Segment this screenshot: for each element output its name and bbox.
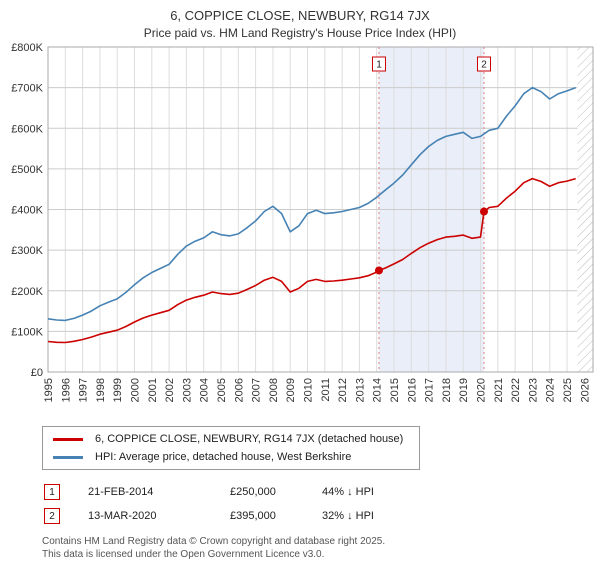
legend-swatch-hpi xyxy=(53,456,83,459)
svg-text:2019: 2019 xyxy=(458,378,470,402)
transaction-date-2: 13-MAR-2020 xyxy=(88,510,230,522)
svg-text:2015: 2015 xyxy=(389,378,401,402)
svg-text:2001: 2001 xyxy=(147,378,159,402)
svg-text:2002: 2002 xyxy=(164,378,176,402)
svg-text:2016: 2016 xyxy=(406,378,418,402)
svg-text:2025: 2025 xyxy=(562,378,574,402)
footer: Contains HM Land Registry data © Crown c… xyxy=(42,536,600,561)
svg-text:2009: 2009 xyxy=(285,378,297,402)
svg-text:2006: 2006 xyxy=(233,378,245,402)
series-line-property xyxy=(48,179,576,343)
legend-label-hpi: HPI: Average price, detached house, West… xyxy=(95,451,351,463)
svg-text:2000: 2000 xyxy=(130,378,142,402)
svg-text:2011: 2011 xyxy=(320,378,332,402)
svg-text:2021: 2021 xyxy=(493,378,505,402)
series-lines xyxy=(48,88,576,343)
svg-text:2018: 2018 xyxy=(441,378,453,402)
chart-subtitle: Price paid vs. HM Land Registry's House … xyxy=(0,23,600,40)
transaction-row-1: 1 21-FEB-2014 £250,000 44% ↓ HPI xyxy=(44,480,600,504)
svg-text:1999: 1999 xyxy=(112,378,124,402)
svg-text:2013: 2013 xyxy=(354,378,366,402)
sale-point-1 xyxy=(375,266,383,274)
svg-text:£800K: £800K xyxy=(11,42,43,54)
x-axis-labels: 1995 1996 1997 1998 1999 2000 2001 2002 2003 2004… xyxy=(43,378,591,402)
svg-text:1995: 1995 xyxy=(43,378,55,402)
svg-text:2026: 2026 xyxy=(579,378,591,402)
svg-text:2003: 2003 xyxy=(181,378,193,402)
sale-point-2 xyxy=(480,208,488,216)
svg-text:£700K: £700K xyxy=(11,83,43,95)
svg-text:2008: 2008 xyxy=(268,378,280,402)
svg-text:2014: 2014 xyxy=(372,378,384,402)
y-axis-labels: £0 £100K £200K £300K £400K £500K £600K £700K £80… xyxy=(11,42,43,379)
transaction-marker-2: 2 xyxy=(44,508,60,524)
svg-text:£500K: £500K xyxy=(11,164,43,176)
svg-text:2022: 2022 xyxy=(510,378,522,402)
svg-text:1997: 1997 xyxy=(78,378,90,402)
svg-text:2020: 2020 xyxy=(476,378,488,402)
series-line-hpi xyxy=(48,88,576,321)
transaction-hpi-delta-1: 44% ↓ HPI xyxy=(322,486,600,498)
svg-text:1996: 1996 xyxy=(60,378,72,402)
legend-item-property: 6, COPPICE CLOSE, NEWBURY, RG14 7JX (det… xyxy=(53,433,409,445)
svg-text:2007: 2007 xyxy=(251,378,263,402)
svg-text:2: 2 xyxy=(481,60,487,71)
transaction-date-1: 21-FEB-2014 xyxy=(88,486,230,498)
svg-text:2004: 2004 xyxy=(199,378,211,402)
footer-line-2: This data is licensed under the Open Gov… xyxy=(42,549,600,561)
svg-text:£300K: £300K xyxy=(11,245,43,257)
svg-text:£600K: £600K xyxy=(11,123,43,135)
svg-text:2010: 2010 xyxy=(303,378,315,402)
footer-line-1: Contains HM Land Registry data © Crown c… xyxy=(42,536,600,549)
svg-text:£400K: £400K xyxy=(11,205,43,217)
svg-text:£0: £0 xyxy=(31,367,43,379)
svg-text:2023: 2023 xyxy=(527,378,539,402)
svg-text:2005: 2005 xyxy=(216,378,228,402)
svg-text:£200K: £200K xyxy=(11,286,43,298)
future-no-data-hatching xyxy=(577,47,593,372)
transaction-hpi-delta-2: 32% ↓ HPI xyxy=(322,510,600,522)
chart-title: 6, COPPICE CLOSE, NEWBURY, RG14 7JX xyxy=(0,0,600,23)
svg-text:1: 1 xyxy=(376,60,382,71)
legend-item-hpi: HPI: Average price, detached house, West… xyxy=(53,451,409,463)
gridlines xyxy=(48,47,593,372)
transaction-price-1: £250,000 xyxy=(230,486,322,498)
svg-text:2024: 2024 xyxy=(545,378,557,402)
svg-text:2017: 2017 xyxy=(424,378,436,402)
legend-swatch-property xyxy=(53,438,83,441)
svg-text:2012: 2012 xyxy=(337,378,349,402)
transaction-marker-1: 1 xyxy=(44,484,60,500)
svg-text:1998: 1998 xyxy=(95,378,107,402)
transaction-row-2: 2 13-MAR-2020 £395,000 32% ↓ HPI xyxy=(44,504,600,528)
legend-label-property: 6, COPPICE CLOSE, NEWBURY, RG14 7JX (det… xyxy=(95,433,403,445)
chart-legend: 6, COPPICE CLOSE, NEWBURY, RG14 7JX (det… xyxy=(42,426,420,470)
transactions-list: 1 21-FEB-2014 £250,000 44% ↓ HPI 2 13-MA… xyxy=(44,480,600,528)
svg-text:£100K: £100K xyxy=(11,326,43,338)
transaction-price-2: £395,000 xyxy=(230,510,322,522)
